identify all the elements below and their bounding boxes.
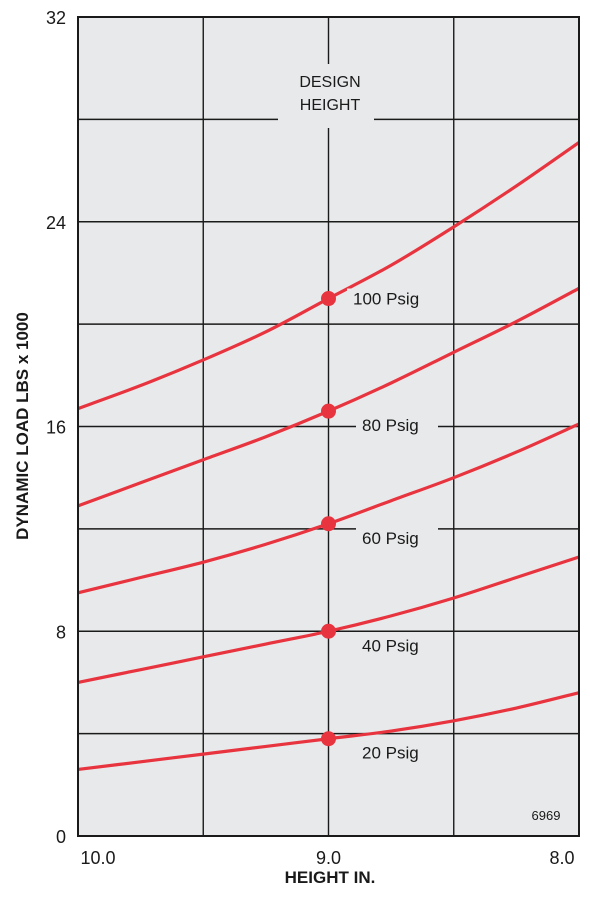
y-axis-title: DYNAMIC LOAD LBS x 1000 — [13, 312, 32, 540]
design-height-markers — [321, 291, 336, 747]
figure-code: 6969 — [532, 808, 561, 823]
series-label-box — [347, 288, 429, 311]
series-label-box — [356, 742, 438, 765]
y-tick-label: 16 — [46, 418, 66, 438]
y-tick-label: 24 — [46, 213, 66, 233]
series-label-box — [356, 635, 438, 658]
tick-labels: 0 8 16 24 32 10.0 9.0 8.0 — [46, 8, 575, 868]
design-point-marker — [321, 731, 336, 747]
series-label-box — [356, 415, 438, 438]
series-label-box — [356, 527, 438, 550]
x-tick-label: 8.0 — [549, 848, 574, 868]
series-label: 60 Psig — [362, 529, 419, 548]
x-tick-label: 9.0 — [316, 848, 341, 868]
y-tick-label: 8 — [56, 622, 66, 642]
y-tick-label: 0 — [56, 827, 66, 847]
x-axis-title: HEIGHT IN. — [285, 868, 376, 887]
design-point-marker — [321, 291, 336, 307]
y-tick-label: 32 — [46, 8, 66, 28]
series-label: 40 Psig — [362, 636, 419, 655]
design-label-line2: HEIGHT — [300, 97, 361, 114]
design-height-annotation: DESIGN HEIGHT — [299, 74, 360, 114]
x-tick-label: 10.0 — [80, 848, 115, 868]
series-label: 100 Psig — [353, 290, 419, 309]
series-label: 80 Psig — [362, 416, 419, 435]
design-point-marker — [321, 623, 336, 639]
plot-frame — [77, 16, 580, 837]
grid — [78, 17, 579, 836]
design-point-marker — [321, 516, 336, 532]
design-label-line1: DESIGN — [299, 74, 360, 91]
design-point-marker — [321, 403, 336, 419]
series-labels: 100 Psig 80 Psig 60 Psig 40 Psig 20 Psig — [347, 288, 438, 765]
series-label: 20 Psig — [362, 744, 419, 763]
